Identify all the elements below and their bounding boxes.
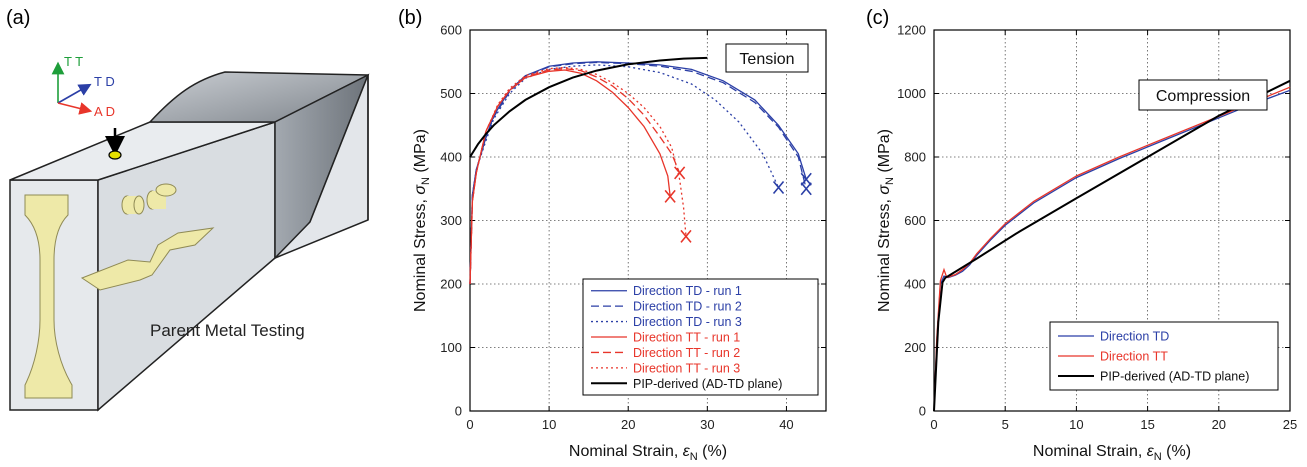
legend-entry: PIP-derived (AD-TD plane) <box>1100 370 1249 384</box>
y-tick-label: 0 <box>919 404 926 419</box>
fracture-marker <box>772 180 785 194</box>
x-axis-label-sub: N <box>1154 451 1162 463</box>
y-axis-label-symbol: σ <box>412 184 429 195</box>
y-tick-label: 1000 <box>897 86 926 101</box>
y-axis-label-unit: (MPa) <box>876 129 893 177</box>
x-axis-label-symbol: ε <box>683 443 691 460</box>
panel-a-label: (a) <box>6 7 30 29</box>
plot-frame <box>469 29 827 412</box>
annotation-text: Tension <box>739 51 794 68</box>
panel-a-caption: Parent Metal Testing <box>150 321 305 340</box>
series-line <box>933 79 1291 412</box>
weld-top-surface <box>148 71 369 123</box>
y-tick-label: 100 <box>440 340 462 355</box>
x-tick-label: 0 <box>930 417 937 432</box>
y-tick-label: 500 <box>440 86 462 101</box>
x-tick-label: 40 <box>779 417 793 432</box>
y-axis-label-sub: N <box>884 177 896 185</box>
y-axis-label-main: Nominal Stress, <box>876 195 893 312</box>
x-axis-label-symbol: ε <box>1147 443 1155 460</box>
x-tick-label: 10 <box>1069 417 1083 432</box>
flat-specimen <box>80 227 215 291</box>
legend-entry: Direction TT - run 1 <box>633 331 740 345</box>
td-axis-label: T D <box>94 74 115 89</box>
series-line <box>469 56 708 158</box>
y-axis-label-symbol: σ <box>876 184 893 195</box>
series-line <box>933 86 1291 412</box>
series-line <box>469 68 681 285</box>
y-tick-label: 0 <box>455 404 462 419</box>
y-tick-label: 300 <box>440 213 462 228</box>
compression-specimen-2-top <box>155 183 177 197</box>
y-tick-label: 400 <box>904 277 926 292</box>
annotation-text: Compression <box>1156 88 1250 105</box>
x-tick-label: 0 <box>466 417 473 432</box>
x-axis-label: Nominal Strain, εN (%) <box>569 443 727 463</box>
y-tick-label: 1200 <box>897 23 926 38</box>
x-axis-label-main: Nominal Strain, <box>569 443 683 460</box>
legend-entry: Direction TT - run 2 <box>633 346 740 360</box>
x-tick-label: 20 <box>1212 417 1226 432</box>
y-tick-label: 600 <box>440 23 462 38</box>
series-line <box>469 66 687 285</box>
chart-tension: 0 10 20 30 400100200300400500600TensionDirec… <box>412 23 827 463</box>
legend-entry: Direction TT - run 3 <box>633 361 740 375</box>
ad-axis-label: A D <box>94 104 115 119</box>
x-tick-label: 15 <box>1140 417 1154 432</box>
x-axis-label-unit: (%) <box>1162 443 1191 460</box>
panel-b-label: (b) <box>398 7 422 29</box>
x-tick-label: 10 <box>542 417 556 432</box>
series-line <box>469 61 807 285</box>
y-tick-label: 800 <box>904 150 926 165</box>
x-axis-label: Nominal Strain, εN (%) <box>1033 443 1191 463</box>
legend-entry: Direction TD - run 2 <box>633 300 742 314</box>
fracture-marker <box>664 189 676 203</box>
x-tick-label: 5 <box>1002 417 1009 432</box>
y-tick-label: 200 <box>904 340 926 355</box>
x-axis-label-sub: N <box>690 451 698 463</box>
axes-triad: T T T D A D <box>51 54 115 119</box>
y-tick-label: 400 <box>440 150 462 165</box>
compression-specimen-1-end <box>133 195 145 215</box>
fracture-marker <box>800 182 812 196</box>
chart-compression: 0 5 10 15 20 25 0 200 400 600 800 1000 1200 Compressi… <box>876 23 1297 464</box>
y-axis-label: Nominal Stress, σN (MPa) <box>412 129 432 312</box>
legend-entry: PIP-derived (AD-TD plane) <box>633 377 782 391</box>
fracture-marker <box>800 172 812 186</box>
y-axis-label-sub: N <box>420 177 432 185</box>
x-tick-label: 20 <box>621 417 635 432</box>
series-line <box>933 89 1291 412</box>
indent-mark <box>108 150 122 160</box>
y-axis-label: Nominal Stress, σN (MPa) <box>876 129 896 312</box>
y-axis-label-main: Nominal Stress, <box>412 195 429 312</box>
td-axis-arrow <box>57 83 92 104</box>
legend-entry: Direction TD - run 3 <box>633 315 742 329</box>
annotation-box <box>1138 79 1268 111</box>
panel-a: (a) T T T D A D <box>6 7 370 412</box>
legend-entry: Direction TD - run 1 <box>633 284 742 298</box>
y-tick-label: 600 <box>904 213 926 228</box>
legend-box <box>582 278 819 396</box>
legend-entry: Direction TD <box>1100 330 1169 344</box>
series-line <box>469 61 807 285</box>
fracture-marker <box>674 166 686 180</box>
x-axis-label-unit: (%) <box>698 443 727 460</box>
tt-axis-label: T T <box>64 54 83 69</box>
series-line <box>469 64 780 285</box>
tensile-specimen <box>24 194 73 399</box>
fracture-marker <box>680 229 692 243</box>
plot-frame <box>933 29 1291 412</box>
legend-entry: Direction TT <box>1100 350 1168 364</box>
annotation-box <box>725 43 809 73</box>
y-tick-label: 200 <box>440 277 462 292</box>
y-axis-label-unit: (MPa) <box>412 129 429 177</box>
x-axis-label-main: Nominal Strain, <box>1033 443 1147 460</box>
x-tick-label: 25 <box>1283 417 1297 432</box>
legend-box <box>1049 321 1279 391</box>
ad-axis-arrow <box>57 102 93 115</box>
x-tick-label: 30 <box>700 417 714 432</box>
panel-c-label: (c) <box>866 7 889 29</box>
